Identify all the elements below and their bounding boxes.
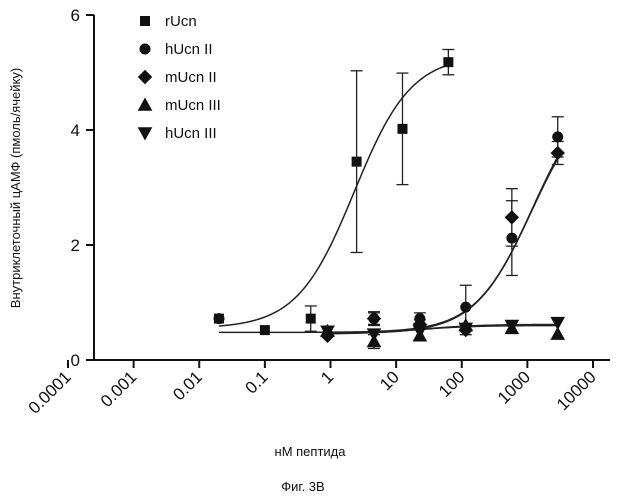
- y-axis-title: Внутриклеточный цАМФ (пмоль/ячейку): [8, 68, 23, 308]
- fit-curve: [219, 65, 448, 326]
- x-tick-label: 10: [376, 367, 403, 394]
- error-bars: [305, 50, 564, 349]
- legend-marker-circle: [140, 44, 150, 54]
- x-tick-label: 0.1: [242, 367, 272, 397]
- x-tick-label: 0.0001: [25, 367, 75, 417]
- data-point-diamond: [505, 211, 518, 224]
- data-point-square: [398, 124, 407, 133]
- y-tick-label: 2: [71, 236, 80, 255]
- legend-label: mUcn II: [165, 69, 217, 86]
- data-point-circle: [214, 314, 224, 324]
- legend-marker-square: [141, 17, 150, 26]
- x-axis-title: нМ пептида: [275, 444, 347, 459]
- x-tick-label: 1000: [494, 367, 534, 407]
- x-tick-label: 10000: [553, 367, 600, 414]
- data-point-triangle-down: [551, 317, 564, 329]
- legend-item: hUcn II: [140, 41, 213, 58]
- data-point-square: [260, 326, 269, 335]
- data-point-circle: [461, 302, 471, 312]
- legend-marker-diamond: [139, 71, 152, 84]
- x-tick-label: 0.001: [97, 367, 141, 411]
- y-tick-label: 0: [71, 351, 80, 370]
- data-point-square: [306, 314, 315, 323]
- data-point-circle: [507, 233, 517, 243]
- data-point-square: [444, 58, 453, 67]
- x-tick-label: 1: [317, 367, 337, 387]
- figure-caption: Фиг. 3B: [281, 479, 324, 494]
- legend-marker-triangle-down: [139, 128, 152, 140]
- legend: rUcn hUcn II mUcn II mUcn III hUcn III: [139, 13, 221, 142]
- y-tick-label: 6: [71, 6, 80, 25]
- data-point-circle: [553, 132, 563, 142]
- x-tick-label: 0.01: [169, 367, 206, 404]
- fit-curve: [219, 157, 558, 333]
- legend-item: mUcn III: [139, 97, 221, 114]
- fit-curve: [328, 159, 558, 333]
- fit-curves: [219, 65, 558, 334]
- axes: [94, 15, 610, 360]
- legend-label: hUcn II: [165, 41, 213, 58]
- legend-label: hUcn III: [165, 125, 217, 142]
- legend-item: hUcn III: [139, 125, 217, 142]
- data-point-triangle-down: [413, 326, 426, 338]
- y-ticks: 0 2 4 6: [71, 6, 94, 370]
- legend-item: rUcn: [141, 13, 197, 30]
- legend-label: mUcn III: [165, 97, 221, 114]
- legend-marker-triangle-up: [139, 99, 152, 111]
- x-ticks: 0.0001 0.001 0.01 0.1 1 10 100 1000 10000: [25, 360, 600, 418]
- y-tick-label: 4: [71, 121, 80, 140]
- legend-label: rUcn: [165, 13, 197, 30]
- legend-item: mUcn II: [139, 69, 217, 86]
- data-point-diamond: [367, 312, 380, 325]
- data-point-square: [352, 157, 361, 166]
- x-tick-label: 100: [435, 367, 468, 400]
